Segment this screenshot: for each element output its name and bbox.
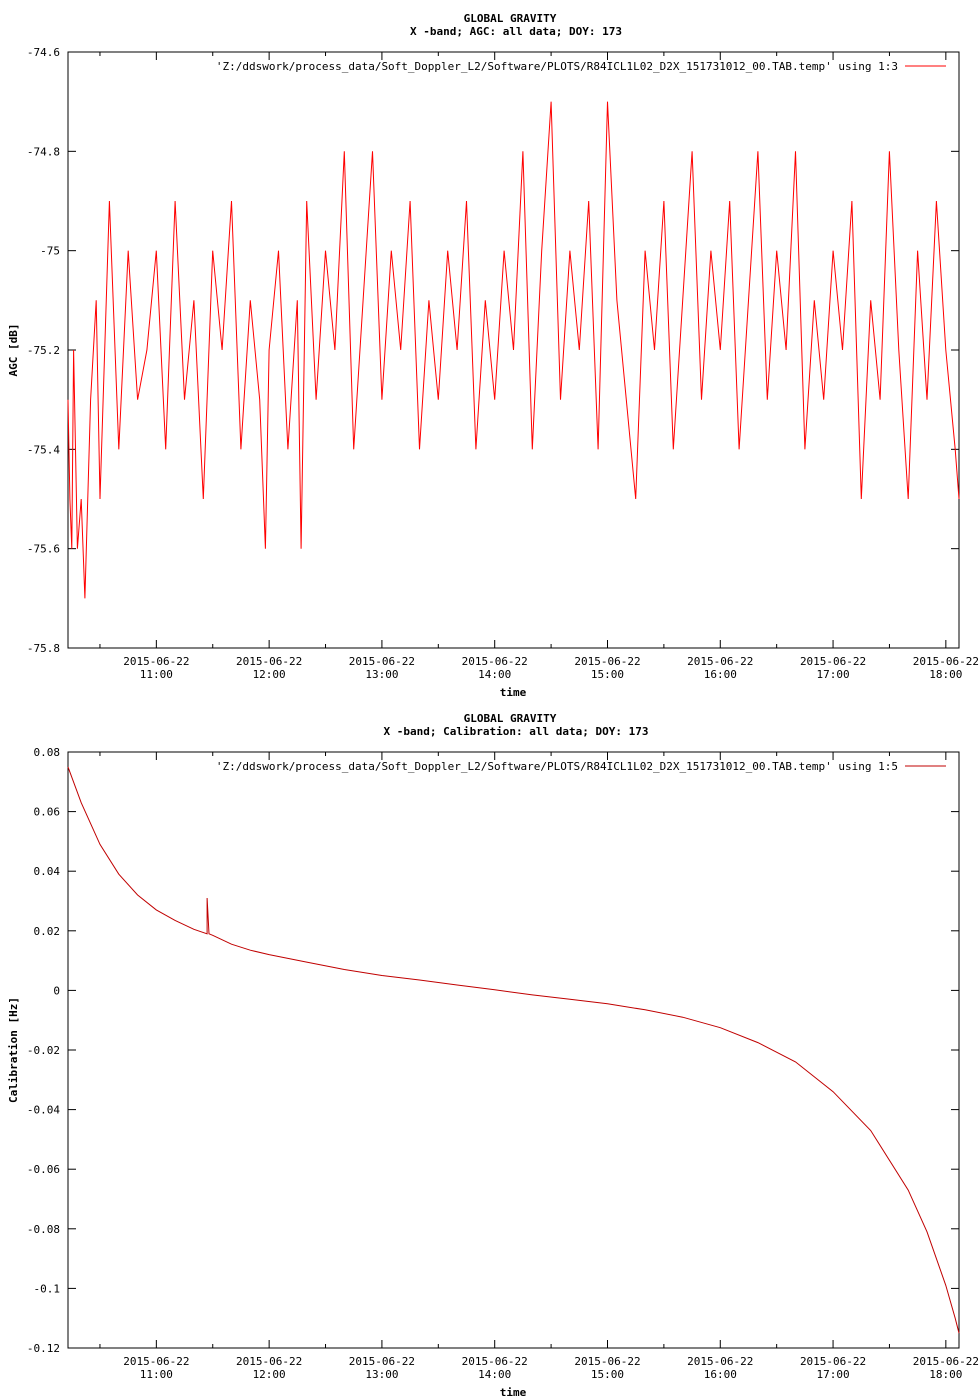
y-tick-label: -75.4: [27, 443, 60, 456]
agc-series-line: [67, 101, 960, 599]
x-tick-time-label: 14:00: [478, 1368, 511, 1381]
x-tick-date-label: 2015-06-22: [687, 655, 753, 668]
x-tick-time-label: 17:00: [816, 668, 849, 681]
x-tick-date-label: 2015-06-22: [349, 1355, 415, 1368]
y-tick-label: 0.02: [34, 925, 61, 938]
calibration-chart: GLOBAL GRAVITY X -band; Calibration: all…: [7, 712, 979, 1399]
y-tick-label: -75.6: [27, 543, 60, 556]
chart-title: GLOBAL GRAVITY: [464, 12, 557, 25]
chart-subtitle: X -band; AGC: all data; DOY: 173: [410, 25, 622, 38]
x-tick-date-label: 2015-06-22: [236, 655, 302, 668]
x-tick-time-label: 13:00: [365, 1368, 398, 1381]
x-tick-date-label: 2015-06-22: [913, 655, 979, 668]
x-axis-label: time: [500, 1386, 527, 1399]
x-tick-date-label: 2015-06-22: [123, 1355, 189, 1368]
y-tick-label: -75.8: [27, 642, 60, 655]
y-tick-label: -0.12: [27, 1342, 60, 1355]
x-axis-label: time: [500, 686, 527, 699]
x-tick-time-label: 18:00: [929, 1368, 962, 1381]
x-tick-time-label: 17:00: [816, 1368, 849, 1381]
x-tick-date-label: 2015-06-22: [349, 655, 415, 668]
y-tick-label: 0: [53, 984, 60, 997]
y-axis-label: Calibration [Hz]: [7, 997, 20, 1103]
x-tick-date-label: 2015-06-22: [462, 655, 528, 668]
y-tick-label: -0.08: [27, 1223, 60, 1236]
y-tick-label: -74.8: [27, 145, 60, 158]
x-axis: 2015-06-2211:002015-06-2212:002015-06-22…: [99, 52, 979, 681]
chart-title: GLOBAL GRAVITY: [464, 712, 557, 725]
y-axis-label: AGC [dB]: [7, 324, 20, 377]
y-tick-label: -75: [40, 245, 60, 258]
x-tick-time-label: 11:00: [140, 668, 173, 681]
x-tick-time-label: 13:00: [365, 668, 398, 681]
y-axis: 0.08 0.06 0.04 0.02 0 -0.02 -0.04 -0.06 -0.08 -0.…: [27, 746, 959, 1355]
y-axis: -74.6 -74.8 -75 -75.2 -75.4 -75.6 -75.8: [27, 46, 959, 655]
x-tick-time-label: 12:00: [253, 668, 286, 681]
y-tick-label: 0.04: [34, 865, 61, 878]
x-tick-date-label: 2015-06-22: [236, 1355, 302, 1368]
y-tick-label: -0.02: [27, 1044, 60, 1057]
chart-subtitle: X -band; Calibration: all data; DOY: 173: [384, 725, 649, 738]
y-tick-label: -74.6: [27, 46, 60, 59]
calibration-series-line: [67, 766, 960, 1334]
y-tick-label: -75.2: [27, 344, 60, 357]
agc-chart: GLOBAL GRAVITY X -band; AGC: all data; D…: [7, 12, 979, 699]
x-tick-date-label: 2015-06-22: [913, 1355, 979, 1368]
y-tick-label: 0.08: [34, 746, 61, 759]
x-axis: 2015-06-2211:002015-06-2212:002015-06-22…: [99, 752, 979, 1381]
y-tick-label: 0.06: [34, 806, 61, 819]
x-tick-date-label: 2015-06-22: [123, 655, 189, 668]
x-tick-time-label: 16:00: [704, 668, 737, 681]
x-tick-time-label: 16:00: [704, 1368, 737, 1381]
x-tick-time-label: 18:00: [929, 668, 962, 681]
legend-label: 'Z:/ddswork/process_data/Soft_Doppler_L2…: [216, 760, 898, 773]
y-tick-label: -0.06: [27, 1163, 60, 1176]
x-tick-time-label: 14:00: [478, 668, 511, 681]
x-tick-time-label: 15:00: [591, 1368, 624, 1381]
plot-frame: [67, 751, 960, 1349]
legend-label: 'Z:/ddswork/process_data/Soft_Doppler_L2…: [216, 60, 898, 73]
x-tick-date-label: 2015-06-22: [800, 655, 866, 668]
x-tick-date-label: 2015-06-22: [574, 1355, 640, 1368]
y-tick-label: -0.04: [27, 1104, 60, 1117]
x-tick-date-label: 2015-06-22: [687, 1355, 753, 1368]
x-tick-time-label: 15:00: [591, 668, 624, 681]
x-tick-date-label: 2015-06-22: [800, 1355, 866, 1368]
x-tick-time-label: 11:00: [140, 1368, 173, 1381]
y-tick-label: -0.1: [34, 1282, 61, 1295]
x-tick-date-label: 2015-06-22: [462, 1355, 528, 1368]
x-tick-date-label: 2015-06-22: [574, 655, 640, 668]
x-tick-time-label: 12:00: [253, 1368, 286, 1381]
